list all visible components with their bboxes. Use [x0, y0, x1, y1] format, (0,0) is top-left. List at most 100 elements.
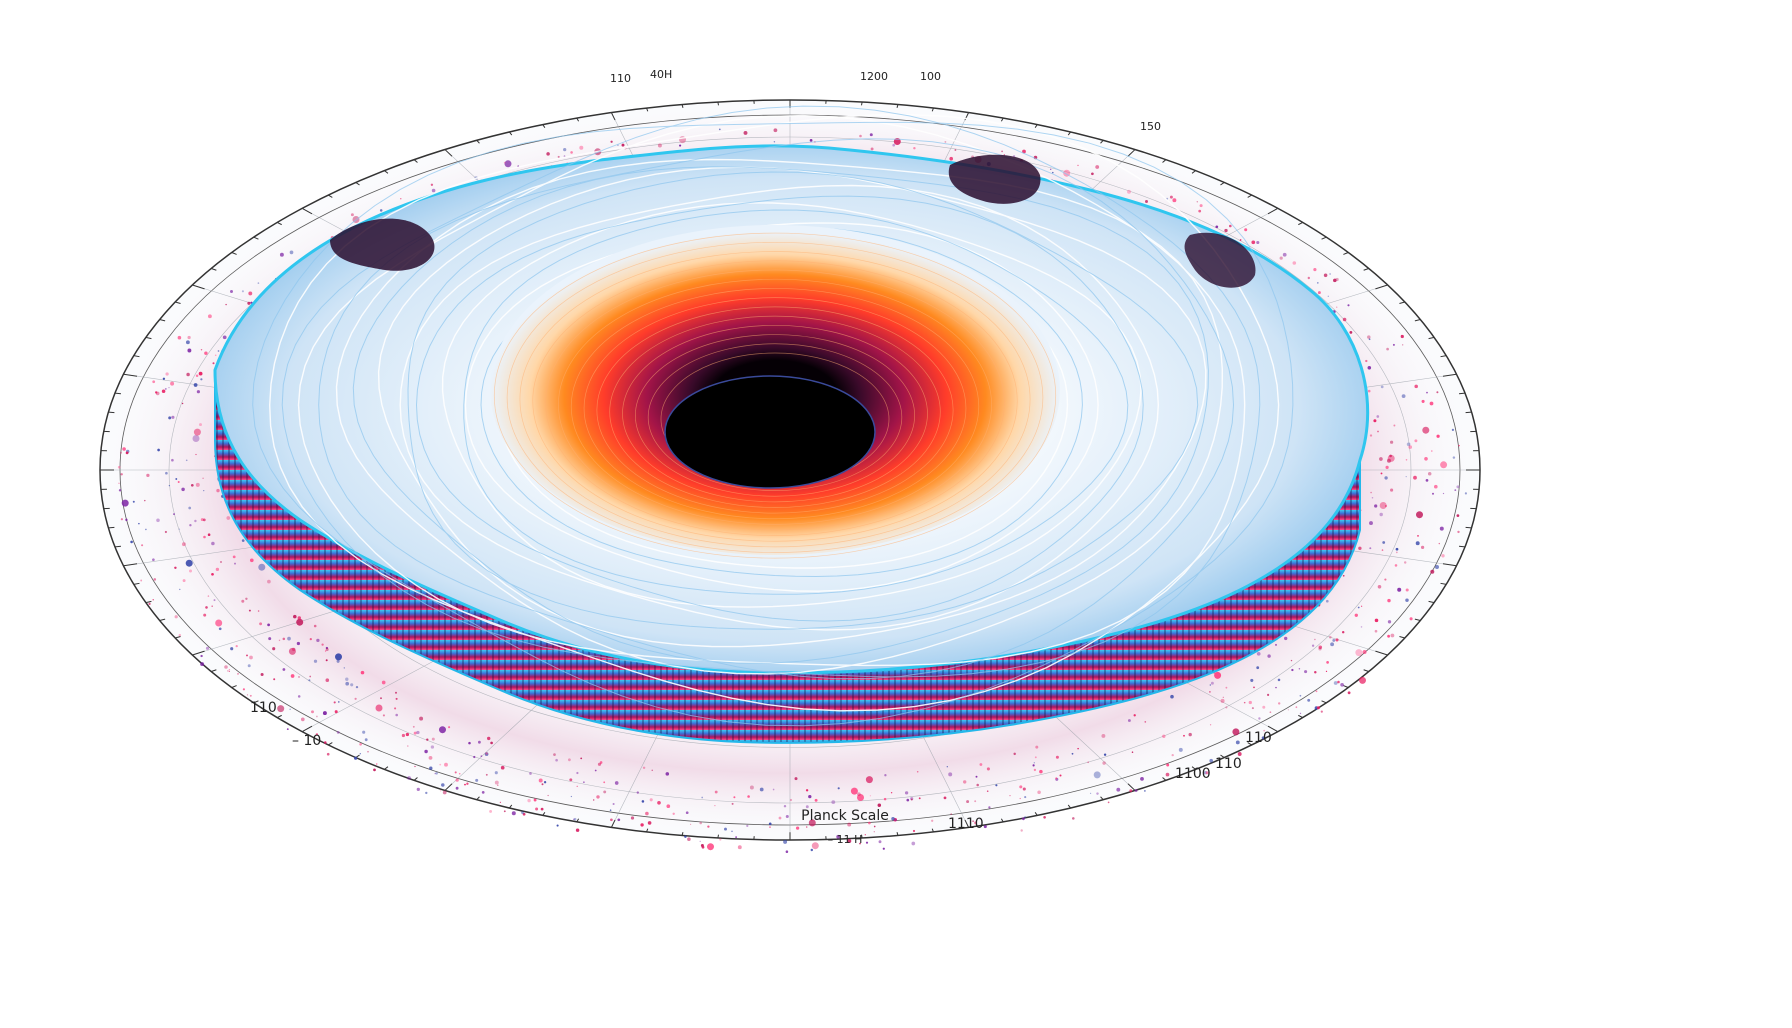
- particle: [570, 151, 573, 154]
- particle: [1369, 338, 1371, 340]
- particle: [1321, 711, 1323, 713]
- particle: [396, 698, 398, 700]
- rim-tick: [1466, 527, 1472, 528]
- particle: [157, 449, 160, 452]
- particle: [719, 838, 721, 840]
- particle: [189, 570, 192, 573]
- particle: [615, 781, 619, 785]
- particle: [1317, 282, 1319, 284]
- particle: [1300, 713, 1301, 714]
- particle: [205, 606, 208, 609]
- particle: [1135, 789, 1138, 792]
- particle: [1189, 733, 1192, 736]
- particle: [1343, 575, 1345, 577]
- particle: [482, 791, 485, 794]
- particle: [181, 488, 184, 491]
- particle: [440, 790, 441, 791]
- particle: [1225, 687, 1227, 689]
- particle: [954, 149, 956, 151]
- particle: [1388, 620, 1391, 623]
- particle: [414, 766, 415, 767]
- particle: [155, 391, 157, 393]
- particle: [287, 728, 289, 730]
- particle: [512, 811, 516, 815]
- particle: [416, 731, 419, 734]
- particle: [1382, 541, 1385, 544]
- particle: [344, 667, 345, 668]
- particle: [911, 799, 913, 801]
- particle: [1209, 759, 1213, 763]
- particle: [1198, 210, 1201, 213]
- particle: [1329, 636, 1332, 639]
- rim-tick: [108, 527, 114, 528]
- particle: [1396, 552, 1398, 554]
- particle: [790, 799, 792, 801]
- particle: [280, 253, 284, 257]
- particle: [165, 388, 167, 390]
- particle: [874, 831, 875, 832]
- particle: [170, 382, 174, 386]
- particle: [220, 561, 222, 563]
- particle: [913, 147, 915, 149]
- particle: [1256, 241, 1259, 244]
- particle: [214, 599, 216, 601]
- particle: [283, 638, 286, 641]
- particle: [1140, 777, 1144, 781]
- particle: [321, 643, 323, 645]
- particle: [1024, 796, 1026, 798]
- particle: [949, 157, 953, 161]
- particle: [555, 759, 558, 762]
- particle: [891, 792, 892, 793]
- particle: [203, 536, 206, 539]
- particle: [580, 757, 582, 759]
- particle: [988, 806, 990, 808]
- particle: [316, 716, 318, 718]
- particle: [707, 825, 709, 827]
- particle: [211, 573, 214, 576]
- particle: [1457, 531, 1459, 533]
- particle: [892, 144, 895, 147]
- particle: [579, 146, 583, 150]
- particle: [119, 489, 121, 491]
- particle: [383, 714, 385, 716]
- particle: [1387, 599, 1390, 602]
- particle: [417, 788, 420, 791]
- particle: [380, 697, 382, 699]
- particle: [1013, 753, 1015, 755]
- particle: [658, 144, 662, 148]
- particle: [241, 600, 244, 603]
- bottom-right-label: 1110: [948, 816, 984, 832]
- particle: [230, 647, 233, 650]
- particle: [316, 639, 319, 642]
- particle: [732, 803, 734, 805]
- particle: [1232, 728, 1239, 735]
- particle: [1172, 754, 1174, 756]
- particle: [596, 795, 599, 798]
- particle: [950, 813, 951, 814]
- particle: [1162, 735, 1165, 738]
- particle: [1440, 461, 1447, 468]
- particle: [310, 638, 312, 640]
- particle: [413, 726, 415, 728]
- particle: [273, 678, 275, 680]
- top-label-4: 100: [920, 70, 941, 83]
- particle: [865, 834, 866, 835]
- particle: [1280, 256, 1283, 259]
- particle: [308, 679, 310, 681]
- particle: [553, 753, 556, 756]
- particle: [894, 819, 896, 821]
- particle: [168, 416, 171, 419]
- particle: [478, 741, 481, 744]
- particle: [1368, 390, 1371, 393]
- particle: [245, 598, 247, 600]
- particle: [1236, 740, 1240, 744]
- particle: [153, 599, 154, 600]
- particle: [443, 791, 447, 795]
- particle: [1390, 634, 1394, 638]
- particle: [806, 826, 808, 828]
- particle: [247, 694, 248, 695]
- particle: [948, 772, 952, 776]
- particle: [224, 665, 228, 669]
- particle: [216, 568, 219, 571]
